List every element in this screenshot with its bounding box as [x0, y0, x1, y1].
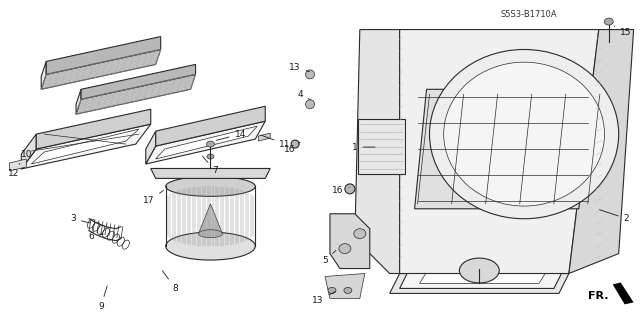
- Polygon shape: [399, 30, 599, 273]
- Text: 7: 7: [202, 156, 218, 175]
- Text: 4: 4: [297, 90, 310, 100]
- Polygon shape: [41, 49, 161, 89]
- Text: 13: 13: [312, 292, 335, 305]
- Text: 13: 13: [289, 63, 309, 72]
- Polygon shape: [390, 273, 569, 293]
- Polygon shape: [76, 89, 81, 114]
- Polygon shape: [198, 204, 223, 234]
- Polygon shape: [358, 119, 404, 174]
- Ellipse shape: [344, 287, 352, 293]
- Text: 5: 5: [322, 250, 336, 265]
- Text: 12: 12: [8, 163, 20, 178]
- Text: 17: 17: [143, 190, 163, 205]
- Ellipse shape: [207, 141, 214, 147]
- Text: 8: 8: [163, 271, 179, 293]
- Polygon shape: [31, 129, 139, 164]
- Polygon shape: [330, 214, 370, 269]
- Ellipse shape: [207, 154, 214, 159]
- Ellipse shape: [305, 100, 314, 109]
- Polygon shape: [151, 168, 270, 178]
- Polygon shape: [36, 109, 151, 149]
- Ellipse shape: [604, 18, 613, 25]
- Text: 1: 1: [352, 143, 375, 152]
- Text: FR.: FR.: [588, 291, 609, 301]
- Ellipse shape: [166, 232, 255, 260]
- Ellipse shape: [166, 176, 255, 196]
- Polygon shape: [21, 124, 151, 169]
- Text: 9: 9: [98, 286, 107, 311]
- Polygon shape: [399, 269, 564, 288]
- Ellipse shape: [339, 244, 351, 254]
- Ellipse shape: [291, 140, 299, 148]
- Polygon shape: [46, 37, 161, 74]
- Text: 14: 14: [216, 130, 246, 140]
- Polygon shape: [146, 121, 265, 164]
- Polygon shape: [81, 64, 196, 99]
- Text: 11: 11: [261, 135, 291, 149]
- Polygon shape: [420, 271, 547, 284]
- Polygon shape: [156, 126, 257, 159]
- Polygon shape: [415, 89, 591, 209]
- Ellipse shape: [429, 49, 619, 219]
- Polygon shape: [355, 30, 399, 273]
- Polygon shape: [146, 131, 156, 164]
- Ellipse shape: [444, 62, 605, 206]
- Polygon shape: [10, 159, 26, 171]
- Polygon shape: [156, 106, 265, 146]
- Polygon shape: [325, 273, 365, 298]
- Polygon shape: [259, 133, 270, 141]
- Ellipse shape: [345, 184, 355, 194]
- Polygon shape: [569, 30, 634, 273]
- Text: 16: 16: [284, 142, 300, 153]
- Text: 10: 10: [20, 148, 38, 159]
- Polygon shape: [612, 282, 634, 304]
- Text: 3: 3: [70, 214, 90, 223]
- Ellipse shape: [460, 258, 499, 283]
- Polygon shape: [41, 62, 46, 89]
- Ellipse shape: [354, 229, 366, 239]
- Polygon shape: [21, 134, 36, 169]
- Ellipse shape: [328, 287, 336, 293]
- Polygon shape: [76, 74, 196, 114]
- Text: S5S3-B1710A: S5S3-B1710A: [500, 10, 557, 19]
- Text: 2: 2: [600, 210, 630, 223]
- Text: 16: 16: [332, 186, 349, 195]
- Text: 15: 15: [614, 26, 632, 37]
- Ellipse shape: [198, 230, 223, 238]
- Text: 6: 6: [88, 232, 103, 241]
- Ellipse shape: [305, 70, 314, 79]
